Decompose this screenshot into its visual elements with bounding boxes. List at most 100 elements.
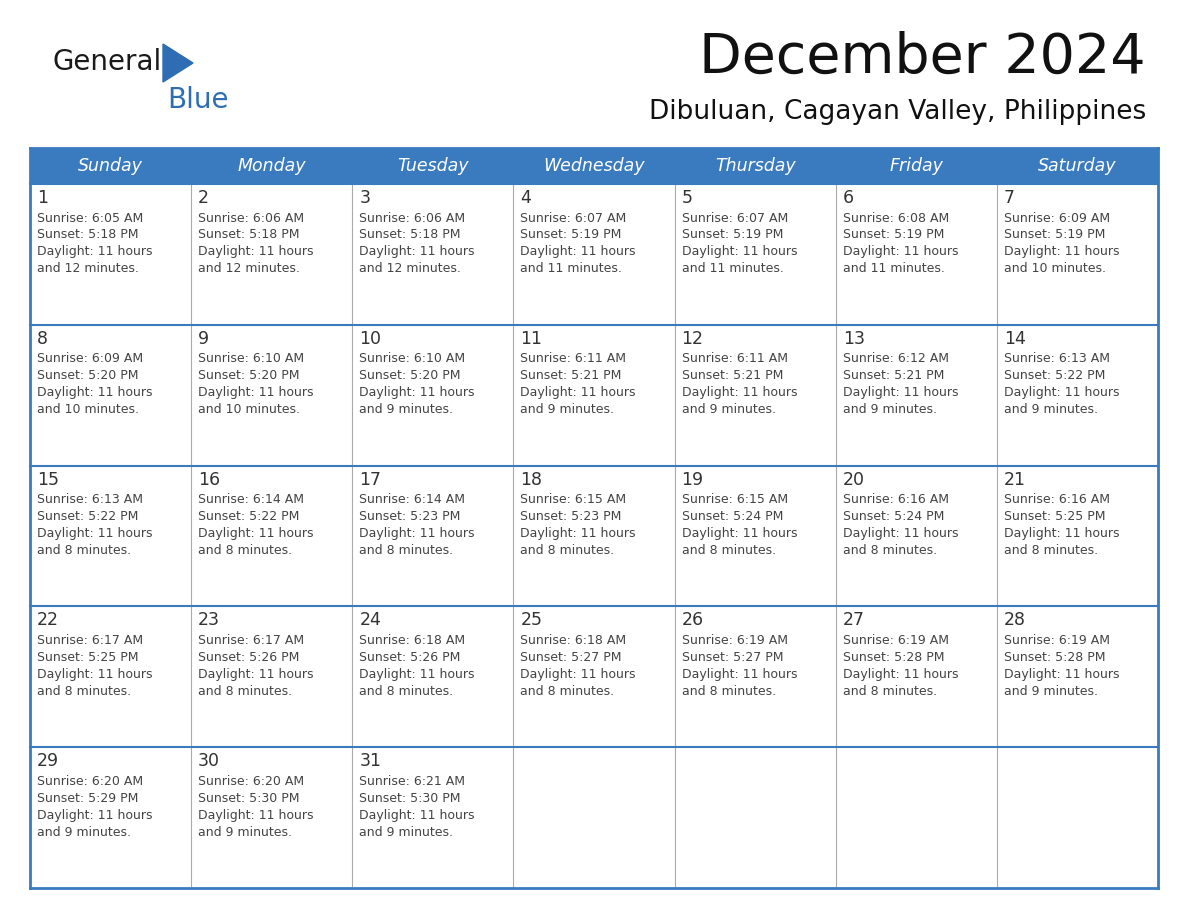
Text: and 8 minutes.: and 8 minutes. — [198, 685, 292, 698]
Text: 29: 29 — [37, 752, 59, 770]
Text: Monday: Monday — [238, 157, 307, 175]
Text: Sunset: 5:29 PM: Sunset: 5:29 PM — [37, 791, 138, 805]
Text: Sunset: 5:28 PM: Sunset: 5:28 PM — [842, 651, 944, 664]
Text: and 9 minutes.: and 9 minutes. — [1004, 403, 1098, 416]
Text: and 12 minutes.: and 12 minutes. — [359, 263, 461, 275]
Text: Sunset: 5:18 PM: Sunset: 5:18 PM — [359, 229, 461, 241]
Text: and 8 minutes.: and 8 minutes. — [37, 544, 131, 557]
Text: and 8 minutes.: and 8 minutes. — [520, 685, 614, 698]
Text: 8: 8 — [37, 330, 48, 348]
Text: Daylight: 11 hours: Daylight: 11 hours — [198, 527, 314, 540]
Text: Sunset: 5:25 PM: Sunset: 5:25 PM — [37, 651, 139, 664]
Text: General: General — [52, 48, 162, 76]
Text: Sunrise: 6:14 AM: Sunrise: 6:14 AM — [198, 493, 304, 506]
Text: Daylight: 11 hours: Daylight: 11 hours — [520, 386, 636, 399]
Text: Sunrise: 6:07 AM: Sunrise: 6:07 AM — [682, 211, 788, 225]
Text: and 11 minutes.: and 11 minutes. — [842, 263, 944, 275]
Text: Daylight: 11 hours: Daylight: 11 hours — [520, 527, 636, 540]
Text: Daylight: 11 hours: Daylight: 11 hours — [842, 668, 959, 681]
Text: Sunrise: 6:13 AM: Sunrise: 6:13 AM — [37, 493, 143, 506]
Text: Sunrise: 6:10 AM: Sunrise: 6:10 AM — [198, 353, 304, 365]
Text: 25: 25 — [520, 611, 543, 630]
Text: Sunset: 5:21 PM: Sunset: 5:21 PM — [520, 369, 621, 382]
Text: Sunset: 5:19 PM: Sunset: 5:19 PM — [1004, 229, 1105, 241]
Text: Sunset: 5:28 PM: Sunset: 5:28 PM — [1004, 651, 1105, 664]
Text: Wednesday: Wednesday — [543, 157, 645, 175]
Text: Sunset: 5:21 PM: Sunset: 5:21 PM — [842, 369, 944, 382]
Text: Sunrise: 6:09 AM: Sunrise: 6:09 AM — [1004, 211, 1110, 225]
Text: and 9 minutes.: and 9 minutes. — [520, 403, 614, 416]
Text: Sunset: 5:22 PM: Sunset: 5:22 PM — [37, 510, 138, 523]
Text: and 12 minutes.: and 12 minutes. — [198, 263, 301, 275]
Text: Daylight: 11 hours: Daylight: 11 hours — [1004, 527, 1119, 540]
Text: 23: 23 — [198, 611, 220, 630]
Text: 4: 4 — [520, 189, 531, 207]
Text: Daylight: 11 hours: Daylight: 11 hours — [198, 245, 314, 259]
Text: Daylight: 11 hours: Daylight: 11 hours — [359, 809, 475, 822]
Text: Sunrise: 6:12 AM: Sunrise: 6:12 AM — [842, 353, 949, 365]
Text: Sunrise: 6:11 AM: Sunrise: 6:11 AM — [520, 353, 626, 365]
Text: Sunrise: 6:14 AM: Sunrise: 6:14 AM — [359, 493, 466, 506]
Text: and 8 minutes.: and 8 minutes. — [842, 685, 937, 698]
Text: 26: 26 — [682, 611, 703, 630]
Text: Friday: Friday — [890, 157, 943, 175]
Text: Daylight: 11 hours: Daylight: 11 hours — [682, 668, 797, 681]
Text: 19: 19 — [682, 471, 703, 488]
Text: 22: 22 — [37, 611, 59, 630]
Text: Daylight: 11 hours: Daylight: 11 hours — [842, 527, 959, 540]
Text: Sunset: 5:24 PM: Sunset: 5:24 PM — [842, 510, 944, 523]
Text: 1: 1 — [37, 189, 48, 207]
Text: and 8 minutes.: and 8 minutes. — [1004, 544, 1098, 557]
Text: 27: 27 — [842, 611, 865, 630]
Text: and 9 minutes.: and 9 minutes. — [842, 403, 936, 416]
Text: Daylight: 11 hours: Daylight: 11 hours — [37, 527, 152, 540]
Text: Sunset: 5:30 PM: Sunset: 5:30 PM — [359, 791, 461, 805]
Text: Sunset: 5:18 PM: Sunset: 5:18 PM — [198, 229, 299, 241]
Text: Daylight: 11 hours: Daylight: 11 hours — [37, 245, 152, 259]
Text: Sunset: 5:22 PM: Sunset: 5:22 PM — [1004, 369, 1105, 382]
Text: Daylight: 11 hours: Daylight: 11 hours — [842, 245, 959, 259]
Text: 17: 17 — [359, 471, 381, 488]
Text: Sunrise: 6:20 AM: Sunrise: 6:20 AM — [198, 775, 304, 788]
Text: and 8 minutes.: and 8 minutes. — [520, 544, 614, 557]
Text: Sunset: 5:19 PM: Sunset: 5:19 PM — [682, 229, 783, 241]
Text: 16: 16 — [198, 471, 220, 488]
Text: 12: 12 — [682, 330, 703, 348]
Text: 7: 7 — [1004, 189, 1015, 207]
Text: Sunrise: 6:05 AM: Sunrise: 6:05 AM — [37, 211, 144, 225]
Text: and 10 minutes.: and 10 minutes. — [198, 403, 301, 416]
Text: Sunset: 5:21 PM: Sunset: 5:21 PM — [682, 369, 783, 382]
Text: Sunset: 5:26 PM: Sunset: 5:26 PM — [359, 651, 461, 664]
Text: Sunset: 5:20 PM: Sunset: 5:20 PM — [37, 369, 139, 382]
Text: Daylight: 11 hours: Daylight: 11 hours — [37, 809, 152, 822]
Text: Blue: Blue — [168, 86, 228, 114]
Text: and 8 minutes.: and 8 minutes. — [359, 544, 454, 557]
Text: Sunrise: 6:17 AM: Sunrise: 6:17 AM — [37, 634, 143, 647]
Text: 20: 20 — [842, 471, 865, 488]
Text: and 8 minutes.: and 8 minutes. — [198, 544, 292, 557]
Text: Sunset: 5:27 PM: Sunset: 5:27 PM — [520, 651, 623, 664]
Text: Tuesday: Tuesday — [397, 157, 468, 175]
Text: Sunrise: 6:11 AM: Sunrise: 6:11 AM — [682, 353, 788, 365]
Text: Daylight: 11 hours: Daylight: 11 hours — [37, 668, 152, 681]
Text: Sunset: 5:18 PM: Sunset: 5:18 PM — [37, 229, 139, 241]
Text: 21: 21 — [1004, 471, 1026, 488]
Text: and 9 minutes.: and 9 minutes. — [682, 403, 776, 416]
Text: Sunrise: 6:09 AM: Sunrise: 6:09 AM — [37, 353, 143, 365]
Text: 10: 10 — [359, 330, 381, 348]
Text: Sunset: 5:23 PM: Sunset: 5:23 PM — [359, 510, 461, 523]
Text: Sunrise: 6:15 AM: Sunrise: 6:15 AM — [682, 493, 788, 506]
Text: 31: 31 — [359, 752, 381, 770]
Text: Sunset: 5:25 PM: Sunset: 5:25 PM — [1004, 510, 1105, 523]
Text: Sunrise: 6:19 AM: Sunrise: 6:19 AM — [682, 634, 788, 647]
Text: 2: 2 — [198, 189, 209, 207]
Text: Sunday: Sunday — [78, 157, 143, 175]
Text: Sunrise: 6:16 AM: Sunrise: 6:16 AM — [1004, 493, 1110, 506]
Text: Daylight: 11 hours: Daylight: 11 hours — [359, 245, 475, 259]
Text: Daylight: 11 hours: Daylight: 11 hours — [1004, 245, 1119, 259]
Text: Daylight: 11 hours: Daylight: 11 hours — [1004, 668, 1119, 681]
Text: Daylight: 11 hours: Daylight: 11 hours — [520, 245, 636, 259]
Text: 3: 3 — [359, 189, 371, 207]
Text: and 9 minutes.: and 9 minutes. — [359, 403, 454, 416]
Text: Daylight: 11 hours: Daylight: 11 hours — [520, 668, 636, 681]
